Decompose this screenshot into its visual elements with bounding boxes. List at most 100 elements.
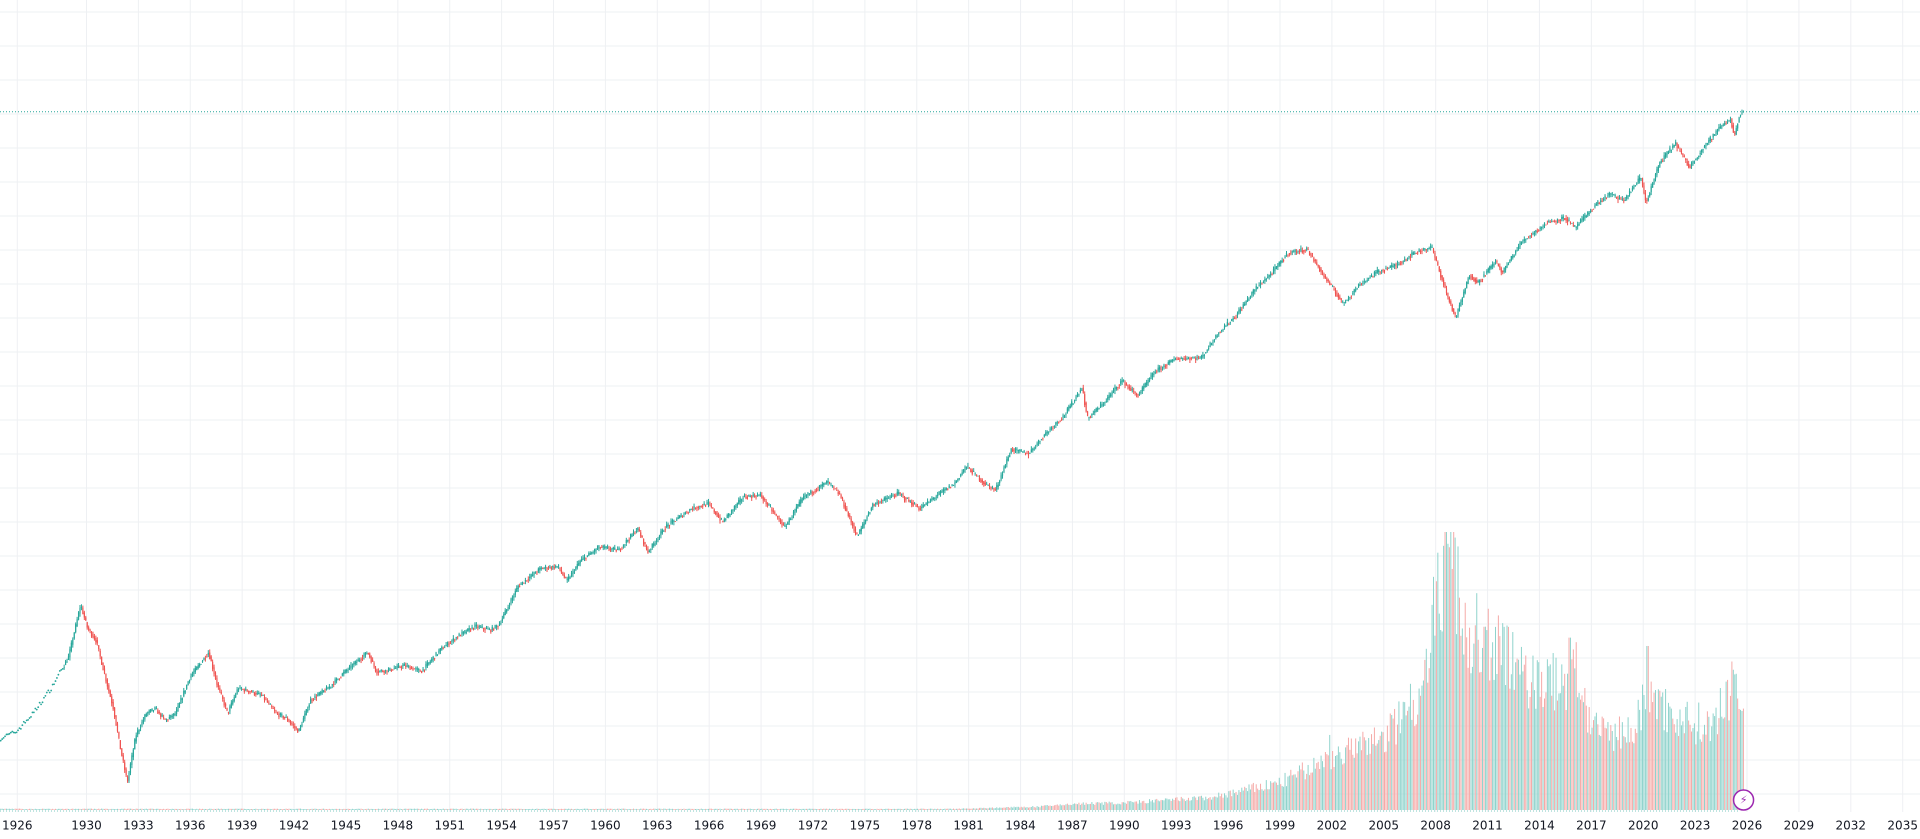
volume-bar <box>1244 786 1246 810</box>
candle-body <box>183 690 185 697</box>
volume-bar <box>1232 789 1234 810</box>
candle-body <box>413 668 416 670</box>
x-tick-label: 1933 <box>123 819 154 833</box>
candle-body <box>1620 198 1622 200</box>
volume-bar <box>902 809 904 810</box>
volume-bar <box>906 808 908 810</box>
volume-bar <box>1695 744 1697 810</box>
volume-bar <box>21 808 23 810</box>
volume-bar <box>1366 754 1368 810</box>
candle-body <box>1287 254 1289 256</box>
candle-body <box>310 699 312 704</box>
candle-body <box>687 511 689 513</box>
candle-body <box>810 490 812 494</box>
volume-bar <box>1623 736 1625 810</box>
volume-bar <box>705 808 707 810</box>
volume-bar <box>1052 805 1054 810</box>
candle-body <box>1437 261 1439 266</box>
volume-bar <box>212 809 214 810</box>
candle-body <box>1467 278 1469 284</box>
candle-body <box>90 631 93 637</box>
candle-body <box>1615 196 1618 198</box>
candle-body <box>1404 259 1406 261</box>
volume-bar <box>1438 613 1440 810</box>
volume-bar <box>297 808 299 810</box>
candle-body <box>311 699 313 701</box>
candle-body <box>485 628 488 630</box>
candle-body <box>457 637 459 639</box>
volume-bar <box>1333 767 1335 810</box>
volume-bar <box>155 808 157 810</box>
volume-bar <box>67 808 69 810</box>
volume-bar <box>1405 715 1407 810</box>
candle-body <box>295 727 297 729</box>
candle-body <box>1222 328 1224 330</box>
volume-bar <box>1006 807 1008 810</box>
volume-bar <box>382 808 384 810</box>
candle-body <box>1298 251 1301 252</box>
volume-bar <box>405 808 407 810</box>
candle-body <box>330 686 332 688</box>
volume-bar <box>279 808 281 810</box>
volume-bar <box>27 809 29 810</box>
volume-bar <box>1618 716 1620 810</box>
volume-bar <box>1585 705 1587 810</box>
candle-body <box>1270 274 1272 276</box>
candle-body <box>677 517 679 520</box>
candle-body <box>625 540 627 544</box>
volume-bar <box>1038 806 1040 810</box>
candle-body <box>1062 415 1064 418</box>
volume-bar <box>791 808 793 810</box>
candle-body <box>1284 256 1286 259</box>
candle-body <box>1053 425 1056 427</box>
candle-body <box>549 566 551 568</box>
volume-bar <box>742 808 744 810</box>
candle-body <box>1343 301 1345 303</box>
volume-bar <box>1290 769 1292 810</box>
candle-body <box>864 519 867 523</box>
candle-body <box>713 509 715 513</box>
volume-bar <box>546 808 548 810</box>
candle-body <box>115 715 117 726</box>
candle-body <box>500 623 502 624</box>
volume-bar <box>334 808 336 810</box>
volume-bar <box>199 808 201 810</box>
candle-body <box>88 627 90 630</box>
candle-body <box>186 684 188 689</box>
volume-bar <box>1110 802 1112 810</box>
candle-body <box>1481 278 1484 280</box>
volume-bar <box>124 808 126 810</box>
volume-bar <box>816 809 818 810</box>
volume-bar <box>173 808 175 810</box>
volume-bar <box>1003 807 1005 810</box>
candle-body <box>1277 265 1279 268</box>
candle-body <box>1124 382 1126 386</box>
volume-bar <box>125 808 127 810</box>
replay-badge-circle[interactable] <box>1732 789 1755 811</box>
volume-bar <box>827 809 829 810</box>
candle-body <box>230 702 232 708</box>
volume-bar <box>282 808 284 810</box>
volume-bar <box>1665 689 1667 810</box>
candle-body <box>1020 450 1022 452</box>
price-dot <box>24 721 27 724</box>
volume-bar <box>638 809 640 810</box>
candle-body <box>533 571 535 575</box>
candle-body <box>1212 341 1214 343</box>
candle-body <box>1127 385 1129 387</box>
volume-bar <box>1247 791 1249 810</box>
candle-body <box>173 713 175 716</box>
volume-bar <box>510 808 512 810</box>
candle-body <box>1058 421 1060 423</box>
candle-body <box>1006 459 1008 465</box>
candle-body <box>903 496 906 500</box>
candle-body <box>1268 274 1270 277</box>
volume-bar <box>958 808 960 810</box>
volume-bar <box>402 809 404 810</box>
candle-body <box>1675 141 1677 145</box>
candle-body <box>454 639 456 641</box>
replay-button[interactable]: ⚡ <box>1732 789 1755 811</box>
candle-body <box>657 539 659 541</box>
volume-bar <box>919 808 921 810</box>
